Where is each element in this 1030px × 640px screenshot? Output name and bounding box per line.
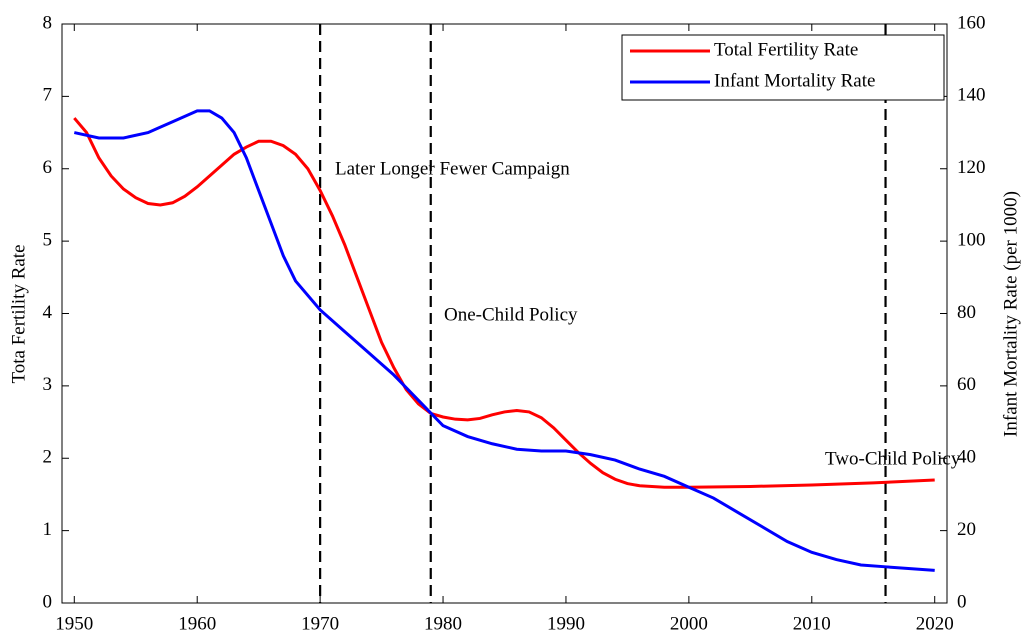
y2-tick-label: 160 xyxy=(957,12,986,33)
line-series xyxy=(73,109,935,572)
y-tick-label: 0 xyxy=(43,591,53,612)
y-tick-label: 7 xyxy=(43,85,53,106)
y-axis-label: Tota Fertility Rate xyxy=(8,244,29,383)
annotation: Later Longer Fewer Campaign xyxy=(335,158,570,179)
x-tick-label: 1970 xyxy=(301,613,339,634)
x-tick-label: 1990 xyxy=(547,613,585,634)
y-tick-label: 5 xyxy=(43,229,53,250)
x-tick-label: 1960 xyxy=(178,613,216,634)
legend-box xyxy=(621,34,945,101)
y2-tick-label: 60 xyxy=(957,374,976,395)
x-tick-label: 2000 xyxy=(670,613,708,634)
y2-tick-label: 40 xyxy=(957,447,976,468)
x-tick-label: 2020 xyxy=(916,613,954,634)
x-tick-label: 2010 xyxy=(793,613,831,634)
y-tick-label: 2 xyxy=(43,447,53,468)
y2-tick-label: 0 xyxy=(957,591,967,612)
y2-axis-label: Infant Mortality Rate (per 1000) xyxy=(1000,191,1021,437)
y2-tick-label: 140 xyxy=(957,85,986,106)
y2-tick-label: 20 xyxy=(957,519,976,540)
legend-label: Total Fertility Rate xyxy=(714,39,858,60)
y-tick-label: 8 xyxy=(43,12,53,33)
y2-tick-label: 100 xyxy=(957,229,986,250)
y-tick-label: 1 xyxy=(43,519,53,540)
y2-tick-label: 80 xyxy=(957,302,976,323)
annotation: One-Child Policy xyxy=(444,304,578,325)
y-tick-label: 4 xyxy=(43,302,53,323)
y-tick-label: 6 xyxy=(43,157,53,178)
legend-label: Infant Mortality Rate xyxy=(714,70,875,91)
annotation: Two-Child Policy xyxy=(825,448,961,469)
y-tick-label: 3 xyxy=(43,374,53,395)
y2-tick-label: 120 xyxy=(957,157,986,178)
x-tick-label: 1980 xyxy=(424,613,462,634)
x-tick-label: 1950 xyxy=(55,613,93,634)
line-series xyxy=(73,117,935,489)
